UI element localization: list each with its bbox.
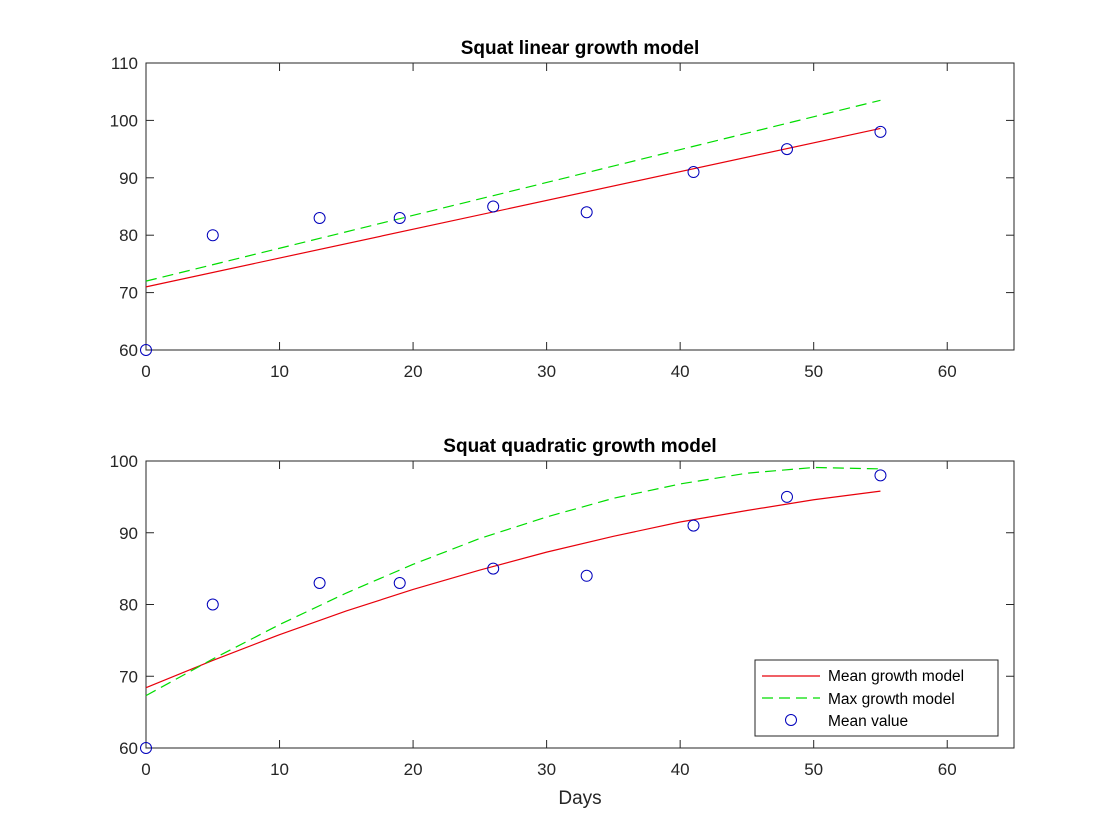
x-tick-label: 30 xyxy=(537,362,556,381)
y-tick-label: 60 xyxy=(119,739,138,758)
mean-value-point xyxy=(140,344,152,356)
x-tick-label: 50 xyxy=(804,760,823,779)
y-tick-label: 90 xyxy=(119,169,138,188)
mean-value-point xyxy=(874,125,887,138)
x-tick-label: 50 xyxy=(804,362,823,381)
y-tick-label: 100 xyxy=(110,111,138,130)
mean-value-point xyxy=(687,519,700,532)
mean-value-point xyxy=(313,576,326,589)
x-tick-label: 40 xyxy=(671,362,690,381)
y-tick-label: 60 xyxy=(119,341,138,360)
y-tick-label: 70 xyxy=(119,284,138,303)
mean-value-point xyxy=(206,598,219,611)
x-tick-label: 0 xyxy=(141,760,150,779)
legend-label-mean-value: Mean value xyxy=(828,713,908,730)
mean-value-point xyxy=(874,469,887,482)
mean-value-point xyxy=(313,211,326,224)
mean-value-point xyxy=(780,490,793,503)
x-axis-label: Days xyxy=(558,788,601,809)
mean-value-point xyxy=(140,742,152,754)
mean-value-point xyxy=(580,569,593,582)
x-tick-label: 10 xyxy=(270,362,289,381)
mean-value-point xyxy=(487,200,500,213)
mean-value-point xyxy=(780,143,793,156)
x-tick-label: 40 xyxy=(671,760,690,779)
x-tick-label: 20 xyxy=(404,760,423,779)
mean-value-point xyxy=(393,211,406,224)
mean-growth-model-line xyxy=(145,490,881,689)
y-tick-label: 80 xyxy=(119,596,138,615)
x-tick-label: 60 xyxy=(938,760,957,779)
chart-title: Squat linear growth model xyxy=(461,38,700,59)
mean-value-point xyxy=(487,562,500,575)
max-growth-model-line xyxy=(145,466,881,697)
legend: Mean growth model Max growth model Mean … xyxy=(754,659,999,737)
x-tick-label: 60 xyxy=(938,362,957,381)
y-tick-label: 100 xyxy=(110,452,138,471)
mean-value-point xyxy=(580,206,593,219)
chart-title: Squat quadratic growth model xyxy=(443,436,716,457)
legend-marker-mean-value xyxy=(785,714,797,726)
legend-label-mean-growth: Mean growth model xyxy=(828,668,964,685)
y-tick-label: 90 xyxy=(119,524,138,543)
x-tick-label: 10 xyxy=(270,760,289,779)
x-tick-label: 0 xyxy=(141,362,150,381)
mean-value-point xyxy=(687,166,700,179)
quadratic-growth-axes: Squat quadratic growth model Days 0 10 20 3… xyxy=(110,436,1015,809)
plot-area-frame xyxy=(145,62,1015,351)
y-tick-label: 70 xyxy=(119,667,138,686)
mean-value-point xyxy=(206,229,219,242)
x-tick-label: 20 xyxy=(404,362,423,381)
max-growth-model-line xyxy=(145,99,881,282)
mean-value-point xyxy=(393,576,406,589)
y-tick-label: 80 xyxy=(119,226,138,245)
linear-growth-axes: Squat linear growth model 0 10 20 30 40 50 60 6… xyxy=(110,38,1015,381)
mean-growth-model-line xyxy=(145,127,881,288)
x-tick-label: 30 xyxy=(537,760,556,779)
legend-label-max-growth: Max growth model xyxy=(828,691,955,708)
y-tick-label: 110 xyxy=(111,54,138,73)
